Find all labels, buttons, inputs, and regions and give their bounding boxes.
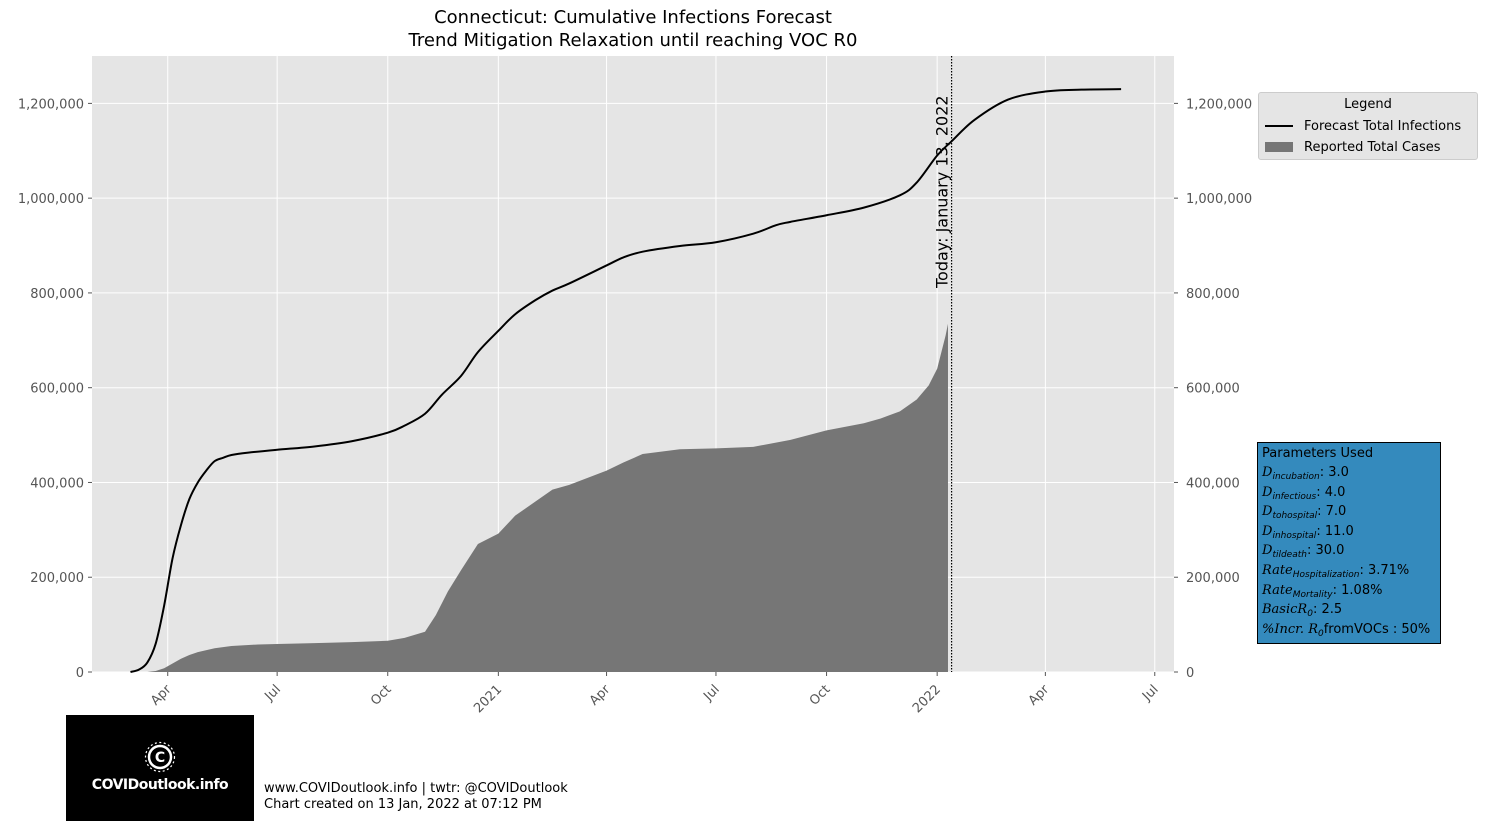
parameter-value: : 3.71% [1359, 562, 1410, 578]
x-tick-label: Oct [368, 682, 395, 709]
y-tick-label-right: 400,000 [1186, 476, 1240, 491]
parameter-value: : 3.0 [1319, 465, 1349, 480]
parameter-subscript: tohospital [1272, 511, 1318, 522]
legend-item-forecast: Forecast Total Infections [1265, 118, 1461, 134]
legend-patch-swatch [1265, 142, 1293, 152]
legend-item-reported: Reported Total Cases [1265, 139, 1441, 155]
reported-cases-layer [147, 323, 948, 672]
logo-text: COVIDoutlook.info [91, 777, 229, 793]
forecast-infections-line [130, 88, 1122, 673]
parameter-row: BasicR0: 2.5 [1262, 600, 1436, 620]
y-tick-label-right: 800,000 [1186, 287, 1240, 302]
logo: C COVIDoutlook.info [66, 715, 254, 821]
parameter-value: : 4.0 [1316, 484, 1346, 500]
parameter-name: BasicR [1262, 602, 1308, 618]
chart-subtitle: Trend Mitigation Relaxation until reachi… [408, 30, 858, 51]
y-tick-label-right: 600,000 [1186, 382, 1240, 397]
parameter-value: fromVOCs : 50% [1323, 621, 1431, 637]
parameter-name: D [1262, 523, 1273, 539]
y-tick-label-right: 1,000,000 [1186, 192, 1252, 207]
parameter-value: : 1.08% [1332, 582, 1383, 598]
parameters-box: Parameters Used Dincubation: 3.0 Dinfecti… [1257, 442, 1441, 644]
parameter-row: Dinhospital: 11.0 [1262, 522, 1436, 542]
y-tick-label-left: 1,200,000 [18, 97, 84, 112]
y-tick-label-right: 1,200,000 [1186, 97, 1252, 112]
parameter-subscript: Mortality [1292, 589, 1333, 600]
parameter-row: Dinfectious: 4.0 [1262, 483, 1436, 503]
parameter-name: %Incr. R [1262, 621, 1318, 637]
parameters-title: Parameters Used [1262, 446, 1374, 461]
y-tick-label-right: 200,000 [1186, 571, 1240, 586]
parameter-name: D [1262, 504, 1273, 520]
x-tick-label: 2022 [910, 682, 944, 716]
parameter-row: Dtildeath: 30.0 [1262, 541, 1436, 561]
x-tick-label: Jul [262, 682, 284, 704]
parameter-subscript: Hospitalization [1292, 569, 1360, 580]
parameter-row: Dtohospital: 7.0 [1262, 502, 1436, 522]
y-tick-label-left: 200,000 [30, 571, 84, 586]
parameter-subscript: 0 [1317, 628, 1324, 639]
parameter-name: D [1262, 465, 1273, 480]
parameter-value: : 7.0 [1317, 504, 1347, 520]
parameter-row: RateHospitalization: 3.71% [1262, 561, 1436, 581]
legend-title: Legend [1344, 97, 1392, 112]
footer-links: www.COVIDoutlook.info | twtr: @COVIDoutl… [264, 781, 568, 796]
parameter-row: %Incr. R0fromVOCs : 50% [1262, 620, 1436, 640]
y-tick-label-right: 0 [1186, 666, 1194, 681]
parameters-list: Dincubation: 3.0 Dinfectious: 4.0 Dtohospi… [1262, 463, 1436, 639]
parameter-value: : 30.0 [1306, 543, 1345, 559]
x-tick-label: Apr [148, 682, 175, 709]
today-marker: Today: January 13, 2022 [933, 56, 953, 672]
y-tick-label-left: 400,000 [30, 476, 84, 491]
today-label: Today: January 13, 2022 [933, 95, 952, 289]
reported-cases-area [147, 323, 948, 672]
parameter-subscript: infectious [1272, 491, 1317, 502]
parameter-row: RateMortality: 1.08% [1262, 581, 1436, 601]
parameter-name: Rate [1262, 562, 1293, 578]
y-tick-label-left: 1,000,000 [18, 192, 84, 207]
x-tick-label: Apr [1026, 682, 1053, 709]
x-tick-label: Apr [587, 682, 614, 709]
parameter-subscript: 0 [1307, 609, 1313, 620]
y-tick-label-left: 0 [76, 666, 84, 681]
legend: Legend Forecast Total Infections Reporte… [1258, 92, 1478, 160]
parameter-row: Dincubation: 3.0 [1262, 463, 1436, 483]
x-tick-label: Oct [807, 682, 834, 709]
parameter-subscript: tildeath [1272, 550, 1307, 561]
footer-created: Chart created on 13 Jan, 2022 at 07:12 P… [264, 797, 542, 812]
x-tick-label: Jul [700, 682, 722, 704]
chart-title: Connecticut: Cumulative Infections Forec… [434, 7, 832, 28]
forecast-line-layer [130, 88, 1122, 673]
parameter-name: D [1262, 543, 1273, 559]
legend-label-reported: Reported Total Cases [1304, 139, 1441, 155]
legend-label-forecast: Forecast Total Infections [1304, 118, 1462, 134]
parameter-value: : 2.5 [1312, 602, 1343, 618]
parameter-value: : 11.0 [1316, 523, 1354, 539]
parameter-name: D [1262, 484, 1273, 500]
x-tick-label: 2021 [471, 682, 505, 716]
y-tick-label-left: 600,000 [30, 382, 84, 397]
legend-line-swatch [1265, 125, 1293, 127]
x-tick-label: Jul [1139, 682, 1161, 704]
parameter-subscript: inhospital [1272, 530, 1317, 541]
parameter-subscript: incubation [1272, 472, 1320, 482]
parameter-name: Rate [1262, 582, 1293, 598]
y-tick-label-left: 800,000 [30, 287, 84, 302]
svg-text:C: C [155, 750, 165, 766]
virus-logo-icon: C [144, 741, 176, 773]
